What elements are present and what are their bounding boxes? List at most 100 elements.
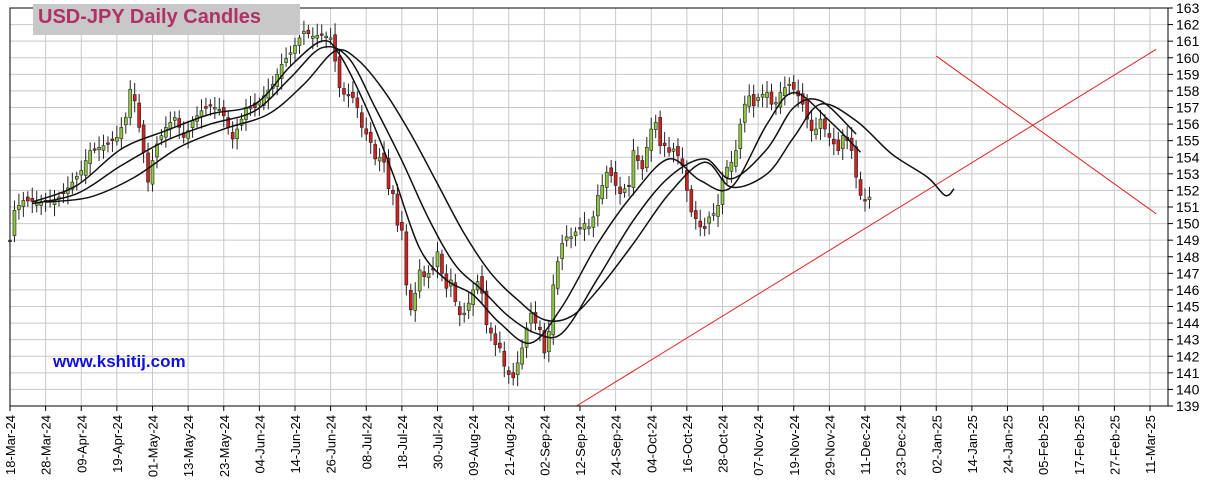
candle-body (751, 94, 756, 107)
candle-body (346, 94, 351, 97)
candle-body (520, 347, 524, 365)
x-tick-label: 12-Sep-24 (573, 415, 588, 476)
candle-body (498, 342, 502, 349)
trendline (935, 55, 1157, 215)
candle-body (137, 102, 141, 128)
candle-body (373, 144, 377, 160)
candle-body (284, 58, 288, 63)
candle-body (435, 251, 440, 268)
candle-body (631, 150, 636, 188)
y-tick-label: 139 (1176, 398, 1200, 414)
x-tick-label: 29-Nov-24 (822, 415, 837, 476)
candle-body (204, 106, 208, 109)
candle-body (729, 161, 734, 172)
y-tick-label: 159 (1176, 66, 1200, 82)
x-tick-label: 02-Sep-24 (537, 415, 552, 476)
candle-body (653, 122, 658, 131)
x-tick-label: 24-Jan-25 (1001, 415, 1016, 474)
x-tick-label: 24-Sep-24 (609, 415, 624, 476)
candle-body (377, 156, 382, 162)
candles (8, 20, 872, 387)
x-tick-label: 02-Jan-25 (929, 415, 944, 474)
candle-body (658, 117, 662, 146)
candle-body (676, 146, 680, 156)
candle-body (150, 160, 155, 185)
candle-body (783, 87, 787, 97)
candle-body (840, 135, 845, 150)
moving-average-line (32, 45, 857, 339)
candle-body (364, 128, 369, 135)
candle-body (858, 179, 863, 196)
moving-average-line (32, 39, 862, 344)
x-tick-label: 19-Nov-24 (787, 415, 802, 476)
candle-body (600, 185, 605, 200)
x-tick-label: 11-Dec-24 (858, 415, 873, 475)
candle-body (115, 137, 119, 142)
trendline (576, 49, 1157, 407)
x-tick-label: 19-Apr-24 (110, 415, 125, 473)
y-tick-label: 141 (1176, 365, 1200, 381)
candle-body (311, 35, 315, 39)
y-tick-label: 158 (1176, 83, 1200, 99)
chart-grid (9, 7, 1168, 407)
candle-body (640, 160, 645, 170)
candle-body (756, 97, 760, 101)
candle-body (306, 29, 311, 35)
candle-body (279, 64, 284, 79)
candle-body (511, 372, 516, 379)
candle-body (106, 142, 110, 145)
candle-body (854, 146, 858, 178)
candle-body (542, 330, 547, 354)
candle-body (288, 52, 293, 55)
candle-body (159, 135, 164, 140)
candle-body (186, 130, 190, 139)
y-tick-label: 150 (1176, 216, 1200, 232)
candle-body (74, 176, 79, 180)
candle-body (863, 199, 867, 202)
candle-body (573, 231, 578, 237)
candle-body (662, 142, 667, 146)
y-tick-label: 146 (1176, 282, 1200, 298)
candle-body (457, 306, 462, 316)
x-tick-label: 23-May-24 (217, 415, 232, 477)
candle-body (707, 216, 711, 224)
candle-body (480, 276, 484, 294)
candle-body (386, 157, 391, 190)
candle-body (417, 269, 422, 292)
candle-body (685, 170, 689, 191)
x-tick-label: 05-Feb-25 (1036, 415, 1051, 475)
candle-body (315, 35, 320, 39)
candle-body (636, 155, 640, 161)
candle-body (582, 223, 587, 230)
chart-axes (9, 7, 1173, 411)
candle-body (747, 95, 752, 107)
candle-body (208, 104, 213, 107)
candle-body (867, 196, 872, 200)
candle-body (172, 117, 177, 121)
x-tick-label: 26-Jun-24 (324, 415, 339, 474)
candle-body (293, 45, 297, 54)
candle-body (742, 103, 747, 123)
candle-body (613, 172, 618, 186)
candle-body (618, 186, 622, 195)
y-tick-label: 155 (1176, 133, 1200, 149)
x-tick-label: 16-Oct-24 (680, 415, 695, 473)
candle-body (83, 160, 88, 176)
candle-body (244, 107, 248, 120)
y-tick-label: 140 (1176, 381, 1200, 397)
candle-body (97, 147, 101, 151)
candle-body (26, 196, 30, 202)
x-tick-label: 01-May-24 (146, 415, 161, 477)
candle-body (324, 35, 328, 38)
y-tick-label: 163 (1176, 0, 1200, 16)
candle-body (471, 289, 475, 305)
candle-body (725, 166, 729, 178)
candle-body (79, 170, 84, 176)
candle-body (217, 108, 222, 111)
y-tick-label: 151 (1176, 199, 1200, 215)
website-label: www.kshitij.com (53, 352, 186, 371)
candle-body (578, 227, 582, 230)
candle-body (609, 167, 613, 176)
candle-body (164, 127, 168, 138)
candle-body (644, 147, 649, 169)
